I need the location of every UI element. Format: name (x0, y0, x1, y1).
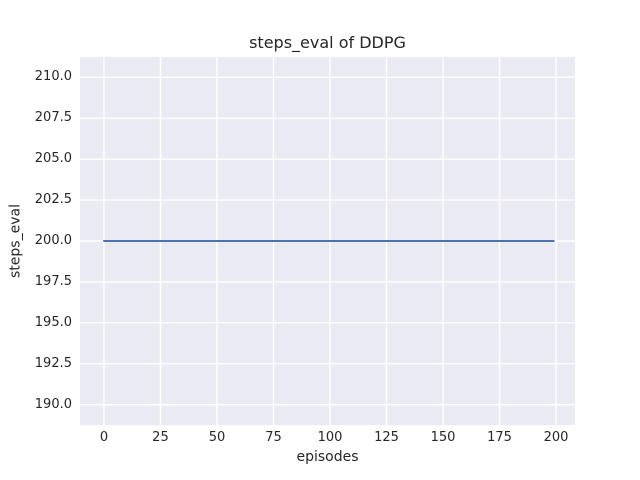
y-tick-label: 205.0 (34, 151, 72, 167)
y-tick-label: 202.5 (34, 192, 72, 208)
x-tick-label: 75 (265, 430, 282, 445)
x-tick-label: 50 (208, 430, 226, 445)
y-tick-label: 210.0 (34, 69, 72, 85)
x-tick-label: 0 (99, 430, 109, 445)
y-tick-label: 190.0 (34, 396, 72, 412)
chart-title: steps_eval of DDPG (249, 33, 406, 52)
y-tick-label: 207.5 (34, 110, 72, 126)
x-tick-label: 125 (374, 430, 399, 445)
y-tick-label: 195.0 (34, 314, 72, 330)
x-tick-label: 100 (317, 430, 343, 445)
x-tick-label: 150 (430, 430, 456, 445)
y-tick-label: 197.5 (34, 273, 72, 289)
y-tick-label: 192.5 (34, 355, 72, 371)
x-tick-label: 200 (543, 430, 569, 445)
x-axis-label: episodes (296, 449, 359, 465)
x-tick-label: 25 (152, 430, 169, 445)
y-tick-label: 200.0 (34, 233, 72, 248)
x-tick-label: 175 (487, 430, 512, 445)
